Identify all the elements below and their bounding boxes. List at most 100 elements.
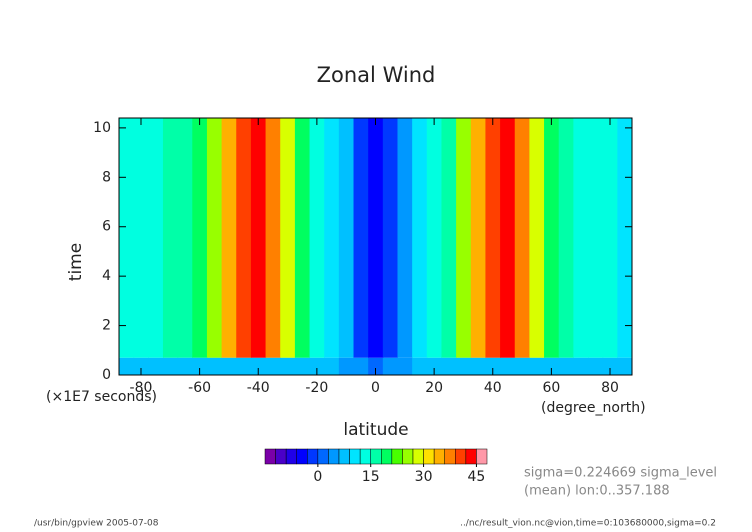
heat-cell bbox=[309, 357, 325, 375]
y-axis-label: time bbox=[66, 243, 86, 281]
colorbar-box bbox=[285, 448, 297, 465]
x-tick-label: 40 bbox=[484, 380, 502, 396]
heat-cell bbox=[529, 118, 545, 358]
annotation: sigma=0.224669 sigma_level bbox=[524, 466, 717, 481]
heat-cell bbox=[544, 357, 560, 375]
x-units: (degree_north) bbox=[541, 400, 646, 416]
colorbar-tick-label: 15 bbox=[362, 469, 380, 485]
heat-cell bbox=[353, 118, 369, 358]
heat-cell bbox=[324, 357, 340, 375]
heat-cell bbox=[470, 357, 486, 375]
heat-cell bbox=[529, 357, 545, 375]
colorbar-box bbox=[402, 448, 414, 465]
heat-cell bbox=[265, 118, 281, 358]
heat-cell bbox=[617, 357, 633, 375]
heat-cell bbox=[338, 118, 355, 358]
x-tick-label: -40 bbox=[247, 380, 270, 396]
colorbar-box bbox=[296, 448, 308, 465]
footer: /usr/bin/gpview 2005-07-08 bbox=[34, 519, 159, 529]
colorbar-box bbox=[433, 448, 445, 465]
heat-cell bbox=[426, 118, 442, 358]
heat-cell bbox=[177, 118, 193, 358]
colorbar-tick-label: 0 bbox=[313, 469, 322, 485]
heat-cell bbox=[558, 357, 574, 375]
heat-cell bbox=[309, 118, 325, 358]
heat-cell bbox=[544, 118, 560, 358]
heat-cell bbox=[558, 118, 574, 358]
heat-cell bbox=[397, 118, 413, 358]
heat-cell bbox=[250, 118, 267, 358]
heat-cell bbox=[602, 118, 618, 358]
colorbar-box bbox=[328, 448, 340, 465]
colorbar-box bbox=[317, 448, 329, 465]
heat-cell bbox=[382, 357, 398, 375]
y-tick-label: 6 bbox=[102, 219, 111, 235]
colorbar-box bbox=[275, 448, 287, 465]
heat-cell bbox=[573, 118, 589, 358]
y-tick-label: 10 bbox=[93, 120, 111, 136]
x-axis-label: latitude bbox=[343, 420, 408, 440]
heat-cell bbox=[573, 357, 589, 375]
heat-cell bbox=[177, 357, 193, 375]
y-tick-label: 8 bbox=[102, 169, 111, 185]
x-tick-label: -80 bbox=[130, 380, 153, 396]
heat-cell bbox=[441, 357, 457, 375]
heat-cell bbox=[514, 118, 530, 358]
heat-cell bbox=[250, 357, 267, 375]
heat-cell bbox=[133, 357, 149, 375]
heat-cell bbox=[617, 118, 633, 358]
heat-cell bbox=[192, 118, 208, 358]
heat-cell bbox=[500, 357, 516, 375]
heat-cell bbox=[236, 357, 252, 375]
x-tick-label: 60 bbox=[542, 380, 560, 396]
heat-cell bbox=[470, 118, 486, 358]
heat-cell bbox=[206, 118, 223, 358]
y-tick-label: 4 bbox=[102, 268, 111, 284]
heat-cell bbox=[280, 357, 296, 375]
y-tick-label: 2 bbox=[102, 318, 111, 334]
annotation: (mean) lon:0..357.188 bbox=[524, 484, 670, 499]
heat-cell bbox=[588, 357, 604, 375]
colorbar-box bbox=[455, 448, 467, 465]
x-tick-label: -60 bbox=[188, 380, 211, 396]
heat-cell bbox=[397, 357, 413, 375]
colorbar-box bbox=[391, 448, 403, 465]
colorbar-box bbox=[444, 448, 456, 465]
colorbar-box bbox=[264, 448, 276, 465]
heat-cell bbox=[119, 357, 135, 375]
colorbar-box bbox=[349, 448, 361, 465]
colorbar-box bbox=[423, 448, 435, 465]
heat-cell bbox=[294, 357, 311, 375]
heat-cell bbox=[412, 357, 428, 375]
y-units: (×1E7 seconds) bbox=[46, 389, 157, 405]
heat-cell bbox=[265, 357, 281, 375]
heat-cell bbox=[514, 357, 530, 375]
x-tick-label: 80 bbox=[601, 380, 619, 396]
colorbar-box bbox=[476, 448, 488, 465]
heat-cell bbox=[456, 118, 472, 358]
heat-cell bbox=[280, 118, 296, 358]
heat-cell bbox=[192, 357, 208, 375]
footer: ../nc/result_vion.nc@vion,time=0:1036800… bbox=[460, 519, 716, 529]
heat-cell bbox=[500, 118, 516, 358]
heat-cell bbox=[206, 357, 223, 375]
heat-cell bbox=[602, 357, 618, 375]
heat-cell bbox=[456, 357, 472, 375]
heat-cell bbox=[485, 118, 501, 358]
heat-cell bbox=[324, 118, 340, 358]
colorbar-box bbox=[370, 448, 382, 465]
heat-cell bbox=[368, 118, 384, 358]
heat-cell bbox=[412, 118, 428, 358]
heat-cell bbox=[162, 118, 179, 358]
colorbar-box bbox=[381, 448, 393, 465]
heat-cell bbox=[382, 118, 398, 358]
heat-cell bbox=[148, 357, 164, 375]
heat-cell bbox=[441, 118, 457, 358]
heat-cell bbox=[236, 118, 252, 358]
heat-cell bbox=[338, 357, 355, 375]
x-tick-label: 0 bbox=[371, 380, 380, 396]
chart-title: Zonal Wind bbox=[317, 63, 436, 87]
heat-cell bbox=[588, 118, 604, 358]
heat-cell bbox=[148, 118, 164, 358]
